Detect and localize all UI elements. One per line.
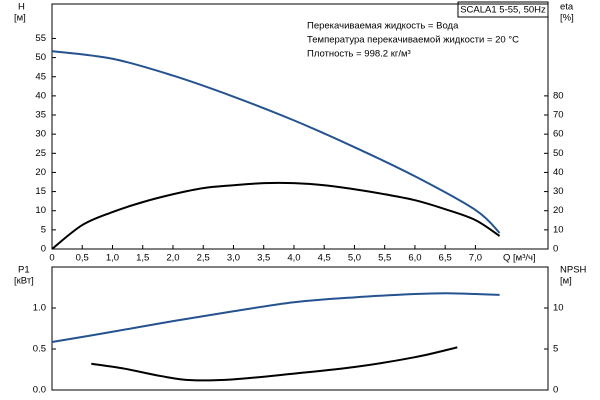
curve [51, 292, 500, 344]
y2-tick-label: 5 [553, 344, 558, 355]
x-tick-label: 5,0 [348, 253, 361, 264]
curve [91, 346, 458, 382]
x-tick-label: 1,5 [136, 253, 149, 264]
y-axis-unit: [кВт] [14, 276, 34, 287]
y2-tick-label: 70 [553, 110, 564, 121]
curve [51, 50, 501, 234]
y2-axis-unit: [%] [560, 13, 574, 24]
plot-frame [51, 266, 549, 391]
y2-tick-label: 80 [553, 90, 564, 101]
y2-axis-label: eta [560, 2, 574, 13]
y-tick-label: 55 [35, 33, 46, 44]
y-tick-label: 5 [41, 224, 46, 235]
y-tick-label: 10 [35, 205, 46, 216]
x-axis-label: Q [м³/ч] [503, 253, 536, 264]
annotation: Перекачиваемая жидкость = Вода [307, 21, 459, 32]
x-tick-label: 6,0 [408, 253, 421, 264]
y-axis-label: P1 [18, 265, 30, 276]
annotation: Температура перекачиваемой жидкости = 20… [307, 35, 519, 46]
y-tick-label: 30 [35, 129, 46, 140]
x-tick-label: 3,0 [227, 253, 240, 264]
title-box [457, 1, 549, 18]
x-tick-label: 0 [49, 253, 54, 264]
y-tick-label: 15 [35, 186, 46, 197]
y-tick-label: 20 [35, 167, 46, 178]
chart-title: SCALA1 5-55, 50Hz [460, 5, 546, 16]
y2-tick-label: 10 [553, 303, 564, 314]
x-tick-label: 0,5 [76, 253, 89, 264]
y-axis-unit: [м] [14, 13, 26, 24]
y2-axis-unit: [м] [560, 276, 572, 287]
x-tick-label: 4,5 [318, 253, 331, 264]
x-tick-label: 1,0 [106, 253, 119, 264]
y2-tick-label: 0 [553, 244, 558, 255]
y-tick-label: 0 [41, 244, 46, 255]
y2-tick-label: 60 [553, 129, 564, 140]
annotation: Плотность = 998.2 кг/м³ [307, 49, 411, 60]
curve [51, 181, 501, 250]
y-tick-label: 25 [35, 148, 46, 159]
y-tick-label: 0.0 [33, 385, 46, 396]
y2-tick-label: 40 [553, 167, 564, 178]
y2-tick-label: 20 [553, 205, 564, 216]
y2-tick-label: 30 [553, 186, 564, 197]
y-tick-label: 40 [35, 90, 46, 101]
y2-tick-label: 0 [553, 385, 558, 396]
y2-tick-label: 50 [553, 148, 564, 159]
y2-tick-label: 10 [553, 224, 564, 235]
x-tick-label: 7,0 [469, 253, 482, 264]
x-tick-label: 3,5 [257, 253, 270, 264]
x-tick-label: 4,0 [287, 253, 300, 264]
x-tick-label: 2,5 [197, 253, 210, 264]
y-tick-label: 1.0 [33, 303, 46, 314]
x-tick-label: 5,5 [378, 253, 391, 264]
x-tick-label: 2,0 [166, 253, 179, 264]
y-tick-label: 45 [35, 71, 46, 82]
y-tick-label: 50 [35, 52, 46, 63]
plot-frame [51, 3, 549, 250]
y-tick-label: 35 [35, 110, 46, 121]
y2-axis-label: NPSH [560, 265, 587, 276]
y-tick-label: 0.5 [33, 344, 46, 355]
x-tick-label: 6,5 [439, 253, 452, 264]
y-axis-label: H [18, 2, 25, 13]
